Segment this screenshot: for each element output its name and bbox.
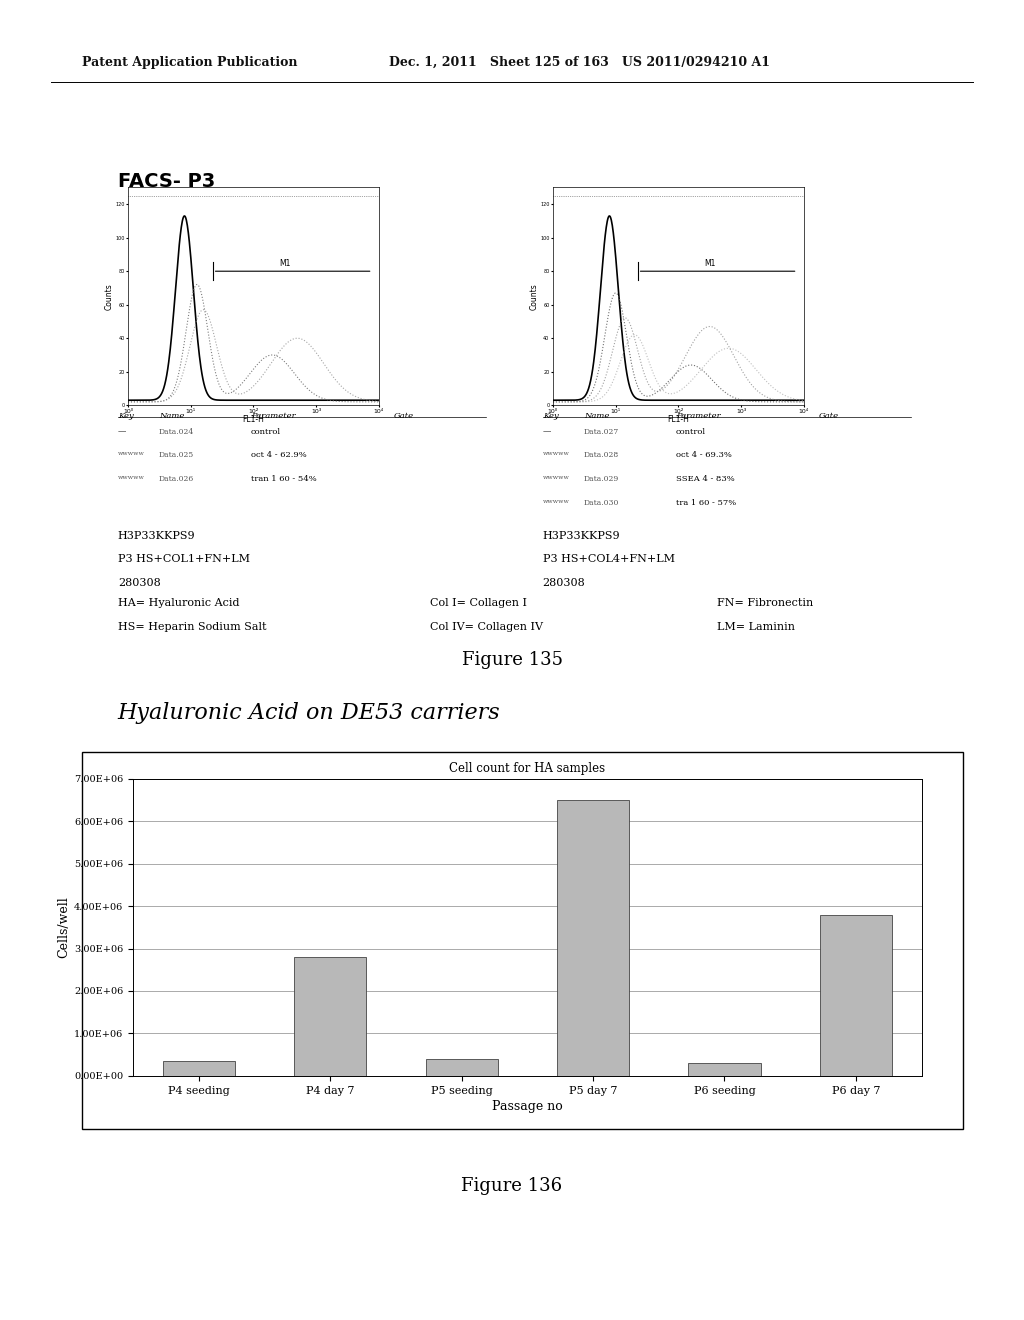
Bar: [820, 915, 892, 1076]
Text: Data.026: Data.026: [159, 475, 194, 483]
Text: Patent Application Publication: Patent Application Publication: [82, 55, 297, 69]
Text: FACS- P3: FACS- P3: [118, 172, 215, 190]
Text: wwwww: wwwww: [543, 475, 569, 480]
Text: control: control: [251, 428, 281, 436]
Y-axis label: Counts: Counts: [104, 282, 114, 310]
Text: SSEA 4 - 83%: SSEA 4 - 83%: [676, 475, 734, 483]
Text: Key: Key: [118, 412, 133, 420]
Text: Col IV= Collagen IV: Col IV= Collagen IV: [430, 622, 543, 632]
Text: Hyaluronic Acid on DE53 carriers: Hyaluronic Acid on DE53 carriers: [118, 702, 501, 725]
Text: oct 4 - 69.3%: oct 4 - 69.3%: [676, 451, 732, 459]
Text: 280308: 280308: [118, 578, 161, 589]
Title: Cell count for HA samples: Cell count for HA samples: [450, 762, 605, 775]
Text: M1: M1: [280, 259, 291, 268]
Bar: [688, 1063, 761, 1076]
Bar: [557, 800, 629, 1076]
Bar: [426, 1059, 498, 1076]
Text: Data.027: Data.027: [584, 428, 618, 436]
Text: Name: Name: [159, 412, 184, 420]
Text: Data.024: Data.024: [159, 428, 194, 436]
Text: Data.030: Data.030: [584, 499, 620, 507]
Text: —: —: [543, 428, 551, 436]
Text: oct 4 - 62.9%: oct 4 - 62.9%: [251, 451, 306, 459]
Text: Gate: Gate: [394, 412, 415, 420]
Text: tran 1 60 - 54%: tran 1 60 - 54%: [251, 475, 316, 483]
Text: Data.028: Data.028: [584, 451, 618, 459]
Text: H3P33KKPS9: H3P33KKPS9: [543, 531, 621, 541]
X-axis label: Passage no: Passage no: [492, 1100, 563, 1113]
Y-axis label: Cells/well: Cells/well: [57, 896, 70, 958]
Text: 280308: 280308: [543, 578, 586, 589]
Text: —: —: [118, 428, 126, 436]
Bar: [163, 1061, 234, 1076]
Text: Name: Name: [584, 412, 609, 420]
X-axis label: FL1-H: FL1-H: [668, 414, 689, 424]
Text: Parameter: Parameter: [676, 412, 721, 420]
Bar: [294, 957, 367, 1076]
Y-axis label: Counts: Counts: [529, 282, 539, 310]
Text: wwwww: wwwww: [543, 499, 569, 504]
Text: P3 HS+COL1+FN+LM: P3 HS+COL1+FN+LM: [118, 554, 250, 565]
Text: control: control: [676, 428, 706, 436]
Text: wwwww: wwwww: [543, 451, 569, 457]
Text: P3 HS+COL4+FN+LM: P3 HS+COL4+FN+LM: [543, 554, 675, 565]
Text: M1: M1: [705, 259, 716, 268]
Text: tra 1 60 - 57%: tra 1 60 - 57%: [676, 499, 736, 507]
Text: Parameter: Parameter: [251, 412, 296, 420]
Text: H3P33KKPS9: H3P33KKPS9: [118, 531, 196, 541]
Text: Key: Key: [543, 412, 558, 420]
Text: LM= Laminin: LM= Laminin: [717, 622, 795, 632]
Text: FN= Fibronectin: FN= Fibronectin: [717, 598, 813, 609]
X-axis label: FL1-H: FL1-H: [243, 414, 264, 424]
Text: wwwww: wwwww: [118, 451, 144, 457]
Text: Gate: Gate: [819, 412, 840, 420]
Text: HA= Hyaluronic Acid: HA= Hyaluronic Acid: [118, 598, 240, 609]
Text: Col I= Collagen I: Col I= Collagen I: [430, 598, 527, 609]
Text: Figure 136: Figure 136: [462, 1177, 562, 1196]
Text: Data.029: Data.029: [584, 475, 618, 483]
Text: wwwww: wwwww: [118, 475, 144, 480]
Text: HS= Heparin Sodium Salt: HS= Heparin Sodium Salt: [118, 622, 266, 632]
Text: Figure 135: Figure 135: [462, 651, 562, 669]
Text: Data.025: Data.025: [159, 451, 194, 459]
Text: Dec. 1, 2011   Sheet 125 of 163   US 2011/0294210 A1: Dec. 1, 2011 Sheet 125 of 163 US 2011/02…: [389, 55, 770, 69]
